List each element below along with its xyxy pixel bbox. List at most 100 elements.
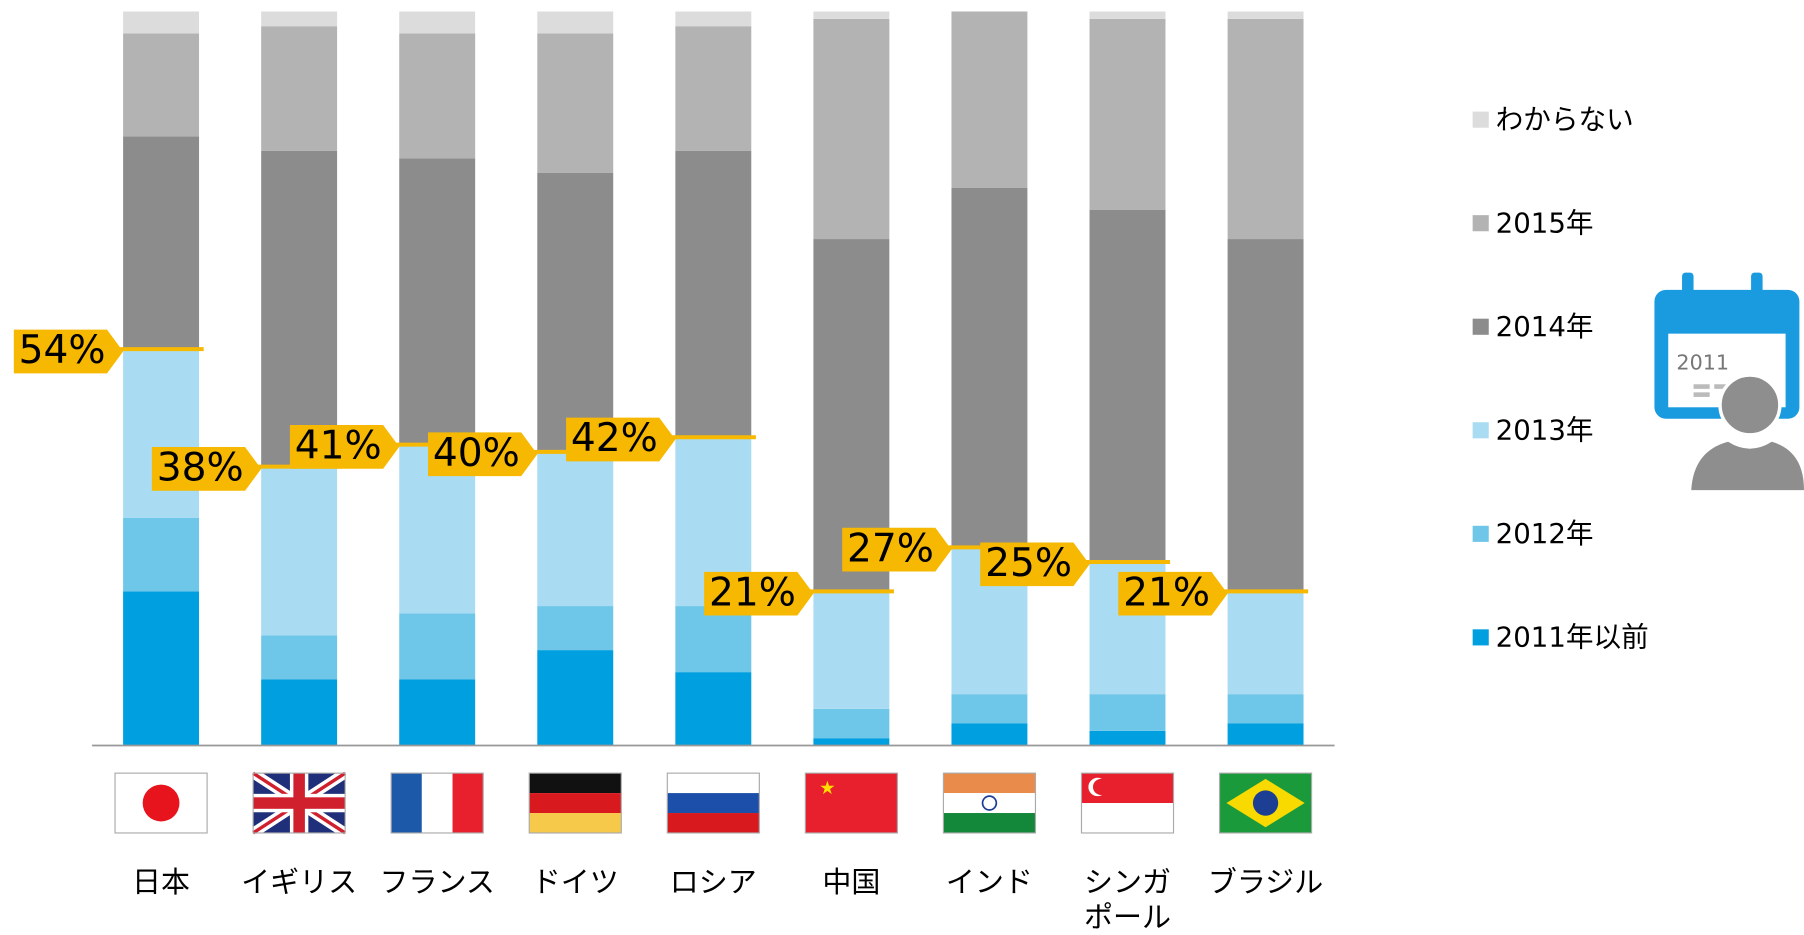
bar-segment xyxy=(675,672,752,746)
total-label: 21% xyxy=(709,570,796,615)
bar-segment xyxy=(537,650,614,746)
bar-segment xyxy=(1089,209,1166,563)
x-tick-label: フランス xyxy=(379,865,495,900)
bar-segment xyxy=(123,349,200,518)
total-label-box xyxy=(566,417,676,462)
legend-swatch xyxy=(1472,111,1489,128)
flag-part xyxy=(421,773,453,833)
legend-swatch xyxy=(1472,422,1489,439)
flag-part xyxy=(667,793,760,814)
bar-segment xyxy=(261,679,338,746)
total-label: 21% xyxy=(1123,570,1210,615)
x-tick-label: ドイツ xyxy=(531,865,619,900)
bar-segment xyxy=(951,723,1028,746)
bar-segment xyxy=(399,11,476,34)
flag xyxy=(1080,772,1175,834)
bar-segment xyxy=(261,466,338,636)
flag xyxy=(390,772,484,834)
total-label: 41% xyxy=(295,424,382,469)
total-label: 25% xyxy=(985,541,1072,586)
bar-segment xyxy=(813,591,890,709)
bar-segment xyxy=(399,613,476,680)
bar-segment xyxy=(123,11,200,34)
bar-segment xyxy=(1227,723,1304,746)
total-label-box xyxy=(704,571,814,616)
bar-segment xyxy=(813,738,890,746)
bar-segment xyxy=(813,11,890,19)
total-label-box xyxy=(151,447,262,491)
total-label-box xyxy=(289,425,400,469)
flag-part xyxy=(253,797,346,809)
flag-border xyxy=(666,772,760,834)
total-label: 40% xyxy=(433,431,520,476)
legend-swatch xyxy=(1472,525,1489,542)
flag-part xyxy=(529,813,622,833)
bar-segment xyxy=(813,708,890,739)
bar-segment xyxy=(261,11,338,27)
flag-part xyxy=(1252,790,1279,816)
bar-segment xyxy=(261,150,338,467)
bar-segment xyxy=(123,136,200,350)
flag-part xyxy=(667,813,760,833)
bar-segment xyxy=(1089,730,1166,746)
flag-part xyxy=(452,773,484,833)
flag: ★ xyxy=(804,772,898,834)
x-tick-label: ロシア xyxy=(669,865,757,900)
legend-swatch xyxy=(1472,215,1489,232)
x-tick-label: シンガ ポール xyxy=(1083,865,1171,935)
x-tick-label: イギリス xyxy=(241,865,358,900)
bar-segment xyxy=(675,26,752,151)
flag-border xyxy=(252,772,346,834)
bar-segment xyxy=(951,694,1028,724)
x-tick-label: 日本 xyxy=(132,865,191,900)
bar-segment xyxy=(675,606,752,673)
bar-segment xyxy=(537,451,614,607)
flag xyxy=(250,768,348,838)
flag-part xyxy=(391,773,422,833)
legend-label: わからない xyxy=(1496,103,1634,136)
flag-part xyxy=(667,773,760,794)
flag-border xyxy=(114,772,208,834)
total-label: 38% xyxy=(157,446,244,491)
flag-part xyxy=(943,793,1036,814)
bar-segment xyxy=(1227,11,1304,19)
bar-segment xyxy=(675,11,752,27)
x-tick-label: インド xyxy=(945,865,1033,900)
flag-border xyxy=(390,772,484,834)
bar-segment xyxy=(537,11,614,34)
flag-part xyxy=(529,773,622,794)
total-label-box xyxy=(1118,571,1228,616)
bar-segment xyxy=(399,33,476,159)
flag-border xyxy=(804,772,898,834)
flag-part xyxy=(529,793,622,814)
total-label: 54% xyxy=(19,328,106,373)
bar-segment xyxy=(1227,18,1304,240)
bar-segment xyxy=(1089,11,1166,19)
bar-segment xyxy=(1089,694,1166,731)
flag xyxy=(942,772,1037,834)
legend-swatch xyxy=(1472,318,1489,335)
total-label-box xyxy=(842,527,952,572)
bar-segment xyxy=(1227,591,1304,695)
bar-segment xyxy=(123,33,200,137)
bar-segment xyxy=(675,150,752,438)
total-label: 42% xyxy=(571,416,658,461)
flag-part xyxy=(943,773,1036,794)
bar-segment xyxy=(123,591,200,746)
total-label-box xyxy=(980,542,1090,587)
bar-segment xyxy=(399,679,476,746)
bar-segment xyxy=(951,11,1028,188)
flag-part xyxy=(943,813,1036,833)
legend-label: 2011年以前 xyxy=(1496,621,1649,654)
bar-segment xyxy=(123,517,200,592)
legend-label: 2014年 xyxy=(1496,310,1594,343)
total-label: 27% xyxy=(847,526,934,571)
x-tick-label: 中国 xyxy=(822,865,881,900)
bar-segment xyxy=(537,172,614,452)
legend-label: 2013年 xyxy=(1496,413,1594,446)
flag xyxy=(1218,772,1313,834)
flag-border xyxy=(942,772,1037,834)
bar-segment xyxy=(537,33,614,173)
flag-part xyxy=(805,773,898,833)
